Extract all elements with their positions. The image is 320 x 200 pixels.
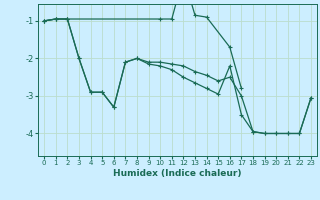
- X-axis label: Humidex (Indice chaleur): Humidex (Indice chaleur): [113, 169, 242, 178]
